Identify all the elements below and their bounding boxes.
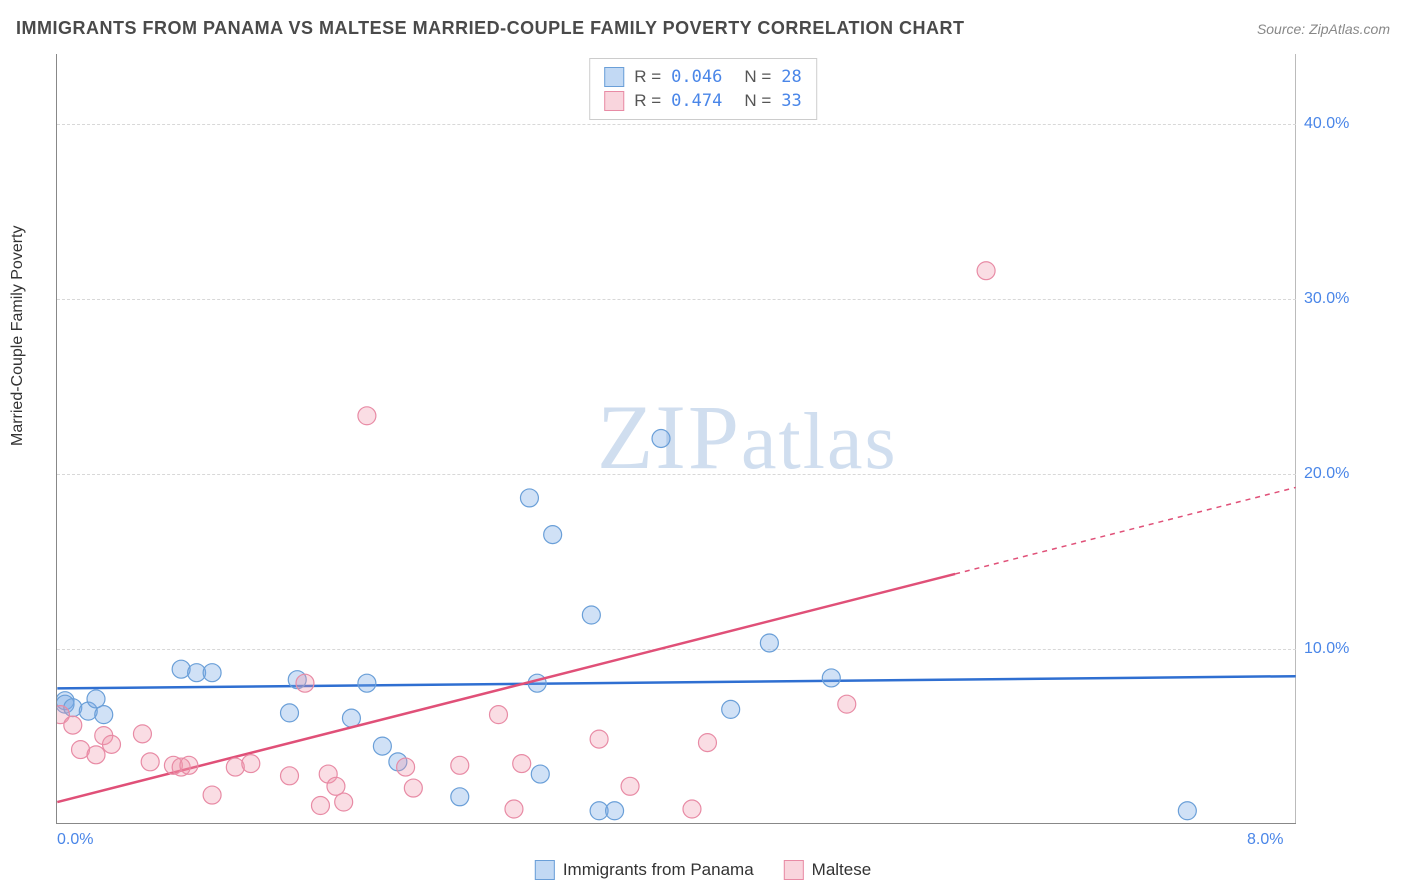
data-point: [358, 674, 376, 692]
y2-tick-label: 40.0%: [1304, 115, 1394, 133]
data-point: [621, 777, 639, 795]
data-point: [683, 800, 701, 818]
plot-area: ZIPatlas 10.0%20.0%30.0%40.0%0.0%8.0%: [56, 54, 1296, 824]
legend-stats-row-panama: R = 0.046 N = 28: [604, 65, 802, 89]
data-point: [451, 788, 469, 806]
data-point: [64, 716, 82, 734]
data-point: [513, 755, 531, 773]
data-point: [281, 767, 299, 785]
data-point: [489, 706, 507, 724]
data-point: [822, 669, 840, 687]
legend-stats: R = 0.046 N = 28 R = 0.474 N = 33: [589, 58, 817, 120]
y2-tick-label: 10.0%: [1304, 640, 1394, 658]
legend-item-maltese: Maltese: [784, 860, 872, 880]
legend-stats-row-maltese: R = 0.474 N = 33: [604, 89, 802, 113]
y-axis-label: Married-Couple Family Poverty: [9, 225, 27, 446]
data-point: [404, 779, 422, 797]
chart-title: IMMIGRANTS FROM PANAMA VS MALTESE MARRIE…: [16, 18, 965, 39]
data-point: [226, 758, 244, 776]
data-point: [698, 734, 716, 752]
swatch-blue-icon: [604, 67, 624, 87]
source-attribution: Source: ZipAtlas.com: [1257, 21, 1390, 37]
data-point: [203, 786, 221, 804]
legend-series: Immigrants from Panama Maltese: [535, 860, 871, 880]
data-point: [590, 730, 608, 748]
data-point: [95, 706, 113, 724]
x-tick-label: 8.0%: [1247, 831, 1283, 849]
data-point: [528, 674, 546, 692]
data-point: [505, 800, 523, 818]
data-point: [281, 704, 299, 722]
y2-tick-label: 30.0%: [1304, 290, 1394, 308]
data-point: [652, 430, 670, 448]
data-point: [102, 735, 120, 753]
data-point: [242, 755, 260, 773]
data-point: [172, 660, 190, 678]
data-point: [760, 634, 778, 652]
data-point: [141, 753, 159, 771]
data-point: [520, 489, 538, 507]
data-point: [296, 674, 314, 692]
legend-item-panama: Immigrants from Panama: [535, 860, 754, 880]
swatch-pink-icon: [784, 860, 804, 880]
title-bar: IMMIGRANTS FROM PANAMA VS MALTESE MARRIE…: [16, 18, 1390, 39]
legend-label: Maltese: [812, 860, 872, 880]
data-point: [582, 606, 600, 624]
data-point: [397, 758, 415, 776]
data-point: [606, 802, 624, 820]
data-point: [373, 737, 391, 755]
data-point: [531, 765, 549, 783]
swatch-pink-icon: [604, 91, 624, 111]
data-point: [87, 746, 105, 764]
legend-label: Immigrants from Panama: [563, 860, 754, 880]
data-point: [722, 700, 740, 718]
data-point: [544, 526, 562, 544]
data-point: [838, 695, 856, 713]
y2-tick-label: 20.0%: [1304, 465, 1394, 483]
data-point: [133, 725, 151, 743]
x-tick-label: 0.0%: [57, 831, 93, 849]
data-point: [1178, 802, 1196, 820]
data-point: [358, 407, 376, 425]
data-point: [451, 756, 469, 774]
scatter-svg: [57, 54, 1296, 823]
data-point: [311, 797, 329, 815]
data-point: [203, 664, 221, 682]
data-point: [335, 793, 353, 811]
data-point: [977, 262, 995, 280]
data-point: [180, 756, 198, 774]
swatch-blue-icon: [535, 860, 555, 880]
